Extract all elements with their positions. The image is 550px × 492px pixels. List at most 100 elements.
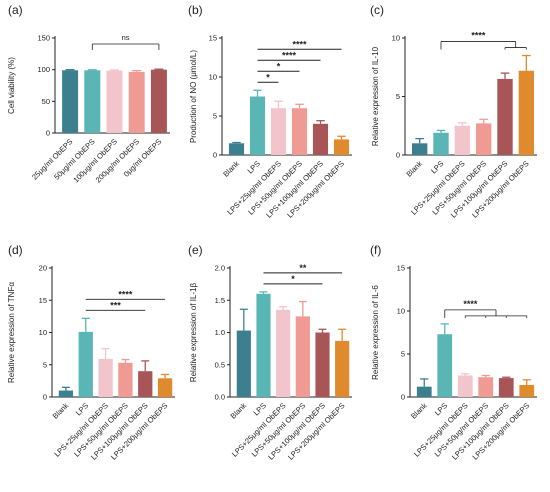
- y-tick-label: 2.0: [215, 264, 225, 273]
- bar: [150, 69, 167, 133]
- y-tick-label: 0: [213, 151, 217, 160]
- y-tick-label: 0: [401, 393, 405, 402]
- bar: [315, 332, 330, 397]
- significance-label: ***: [110, 300, 121, 310]
- panel-label: (f): [370, 243, 381, 257]
- significance-label: ****: [471, 31, 486, 41]
- bar: [236, 330, 251, 397]
- bar: [454, 125, 471, 155]
- panel-label: (a): [8, 3, 23, 17]
- bar: [138, 371, 153, 397]
- y-tick-label: 0: [46, 129, 50, 138]
- bar: [475, 123, 492, 155]
- bar: [433, 132, 449, 155]
- bar: [106, 70, 123, 133]
- significance-label: *: [291, 274, 295, 284]
- y-tick-label: 100: [37, 65, 50, 74]
- bar: [157, 378, 173, 397]
- x-tick-label: Blank: [221, 159, 241, 179]
- y-axis-label: Production of NO (μmol/L): [189, 50, 198, 143]
- chart-panel-5: (e) 0.0 0.5 1.0 1.5 2.0 Relative expression of…: [188, 243, 352, 462]
- x-tick-label: LPS: [429, 159, 445, 175]
- chart-panel-6: (f) 0 5 10 15 Relative expression of IL-6 Blan…: [370, 243, 537, 462]
- bar: [228, 143, 245, 155]
- y-tick-label: 15: [209, 34, 217, 43]
- bar: [437, 334, 453, 397]
- bar: [128, 71, 145, 133]
- y-axis-label: Relative expression of IL-10: [371, 46, 380, 146]
- y-tick-label: 15: [397, 264, 405, 273]
- y-tick-label: 1.0: [215, 328, 225, 337]
- significance-label: ****: [292, 39, 307, 49]
- bar: [335, 340, 350, 397]
- y-axis-label: Relative expression of TNFα: [7, 282, 16, 383]
- bar: [249, 96, 266, 155]
- bar: [58, 390, 74, 397]
- bar: [276, 309, 291, 397]
- bar: [519, 384, 535, 397]
- x-tick-label: LPS: [246, 159, 262, 175]
- bar: [256, 293, 271, 397]
- y-axis-label: Relative expression of IL-1β: [189, 282, 198, 382]
- y-tick-label: 1.5: [215, 296, 225, 305]
- chart-panel-3: (c) 0 5 10 Relative expression of IL-10 Blank…: [370, 3, 537, 220]
- bar: [478, 377, 494, 397]
- y-tick-label: 0.0: [215, 393, 225, 402]
- y-tick-label: 0.5: [215, 360, 225, 369]
- panel-label: (c): [370, 3, 384, 17]
- x-tick-label: LPS: [252, 401, 268, 417]
- panel-label: (e): [188, 243, 203, 257]
- y-axis-label: Relative expression of IL-6: [371, 285, 380, 380]
- y-tick-label: 5: [396, 92, 400, 101]
- bar: [295, 316, 310, 397]
- significance-label: *: [266, 72, 270, 82]
- bar: [84, 70, 101, 133]
- significance-label: **: [299, 263, 307, 273]
- y-tick-label: 10: [392, 34, 400, 43]
- x-tick-label: LPS: [433, 401, 449, 417]
- significance-label: *: [277, 61, 281, 71]
- bar: [498, 378, 514, 397]
- significance-label: ****: [463, 299, 478, 309]
- bar: [98, 358, 113, 397]
- bar: [312, 123, 329, 155]
- x-tick-label: LPS: [74, 401, 90, 417]
- significance-label: ns: [122, 33, 130, 42]
- bar: [78, 331, 93, 397]
- y-tick-label: 5: [401, 350, 405, 359]
- y-tick-label: 10: [39, 328, 47, 337]
- x-tick-label: Blank: [404, 159, 424, 179]
- bar: [333, 139, 350, 155]
- y-axis-label: Cell viability (%): [7, 57, 16, 114]
- y-tick-label: 0: [396, 151, 400, 160]
- x-tick-label: Blank: [229, 401, 249, 421]
- chart-panel-2: (b) 0 5 10 15 Production of NO (μmol/L) Blank L…: [188, 3, 352, 220]
- bar: [270, 108, 287, 155]
- x-tick-label: Blank: [409, 401, 429, 421]
- panel-label: (d): [8, 243, 23, 257]
- y-tick-label: 10: [397, 307, 405, 316]
- y-tick-label: 0: [43, 393, 47, 402]
- bar: [457, 375, 473, 397]
- significance-label: ****: [118, 289, 133, 299]
- y-tick-label: 50: [42, 97, 50, 106]
- chart-panel-4: (d) 0 5 10 15 20 Relative expression of TNFα Bl…: [7, 243, 175, 462]
- bar: [497, 78, 513, 155]
- panel-label: (b): [188, 3, 203, 17]
- bar: [118, 362, 133, 397]
- x-tick-label: Blank: [51, 401, 71, 421]
- bar: [291, 108, 308, 155]
- y-tick-label: 5: [43, 360, 47, 369]
- bar: [416, 386, 432, 397]
- bar: [518, 70, 535, 155]
- bar: [411, 143, 428, 155]
- y-tick-label: 10: [209, 73, 217, 82]
- y-tick-label: 150: [37, 34, 50, 43]
- bar: [62, 70, 79, 133]
- y-tick-label: 20: [39, 264, 47, 273]
- y-tick-label: 15: [39, 296, 47, 305]
- y-tick-label: 5: [213, 112, 217, 121]
- significance-label: ****: [282, 50, 297, 60]
